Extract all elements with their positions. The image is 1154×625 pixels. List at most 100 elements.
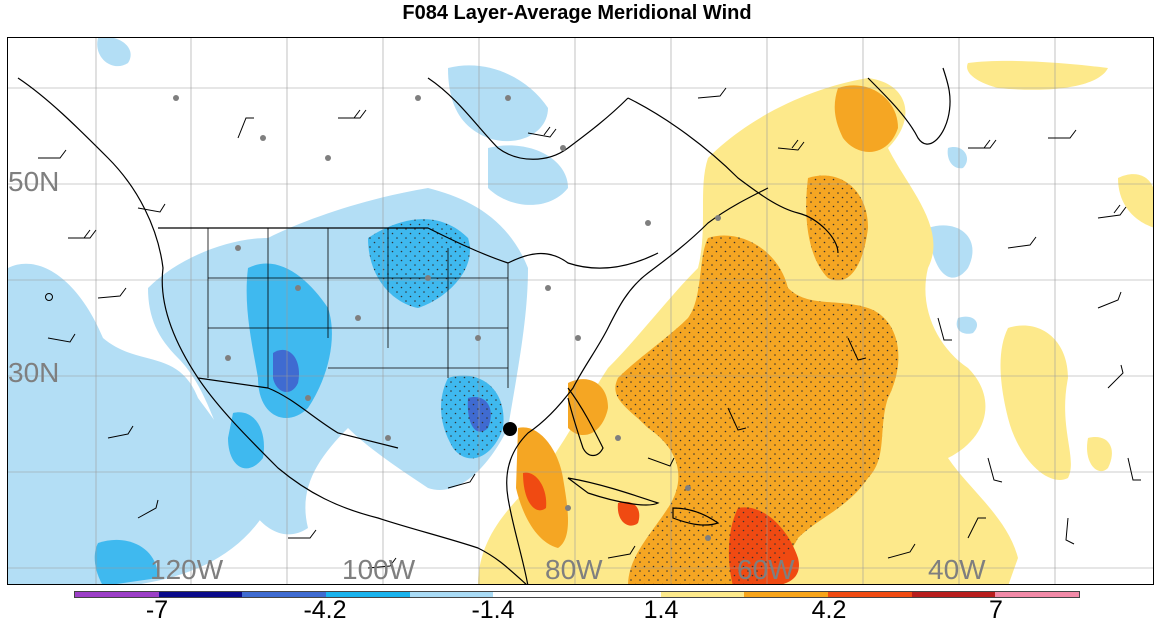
yellow-region (1118, 174, 1153, 228)
wind-barb (1007, 236, 1037, 249)
wind-barb (137, 203, 166, 213)
colorbar-tick: 1.4 (643, 596, 679, 624)
map-canvas (8, 38, 1153, 584)
wind-barb (1097, 204, 1127, 219)
yellow-region (1000, 325, 1071, 480)
hudson-bay-coast (427, 77, 629, 160)
station-dot (560, 145, 566, 151)
wind-barb (968, 139, 997, 149)
hispaniola (672, 507, 720, 526)
station-dot (545, 285, 551, 291)
wind-barb (47, 333, 76, 343)
station-dot (385, 435, 391, 441)
wind-barb (647, 457, 675, 467)
blue-region (94, 539, 158, 584)
red-orange-region (617, 501, 640, 526)
wind-barb (777, 139, 805, 151)
red-orange-region (523, 472, 547, 511)
station-dot (260, 135, 266, 141)
wind-barb (338, 109, 367, 119)
wind-barb (237, 117, 254, 139)
labrador-coast (627, 97, 839, 254)
lon-label-120w: 120W (150, 554, 224, 585)
station-dot (305, 395, 311, 401)
wind-barb (68, 229, 97, 239)
light-blue-region (947, 147, 968, 169)
colorbar-tick: -1.4 (471, 596, 515, 624)
station-dot (705, 535, 711, 541)
map-title: F084 Layer-Average Meridional Wind (402, 2, 752, 24)
station-dot (173, 95, 179, 101)
station-dot (575, 335, 581, 341)
lon-label-100w: 100W (342, 554, 416, 585)
wind-barb (38, 149, 67, 159)
station-dots (173, 95, 721, 541)
station-dot (505, 95, 511, 101)
state-borders (207, 228, 509, 388)
significance-stippling (368, 175, 899, 584)
station-dot (325, 155, 331, 161)
wind-barbs (38, 87, 1141, 569)
colorbar (74, 591, 1080, 598)
station-dot (235, 245, 241, 251)
stipple-area (368, 219, 470, 308)
lon-label-80w: 80W (545, 554, 603, 585)
colorbar-swatch (409, 592, 494, 597)
wind-barb (967, 517, 986, 539)
colorbar-swatch (75, 592, 159, 597)
wind-barb (1048, 129, 1077, 139)
meridional-wind-map (7, 37, 1154, 585)
wind-barb (697, 87, 727, 99)
coastlines-and-borders (17, 67, 951, 584)
station-dot (715, 215, 721, 221)
colorbar-swatch (660, 592, 745, 597)
colorbar-swatch (911, 592, 996, 597)
wind-barb (527, 126, 557, 138)
colorbar-swatch (744, 592, 829, 597)
wind-barb (937, 317, 952, 341)
wind-barb (847, 337, 867, 361)
colorbar-swatch (326, 592, 410, 597)
station-dot (615, 435, 621, 441)
wind-barb (288, 529, 317, 539)
wind-barb (1107, 364, 1124, 389)
station-dot (415, 95, 421, 101)
us-canada-border (158, 227, 659, 269)
wind-barb (97, 287, 127, 299)
wind-barb (137, 499, 159, 519)
light-blue-region (8, 263, 268, 584)
open-circle-marker (45, 293, 53, 301)
colorbar-swatch (493, 592, 578, 597)
wind-barb (727, 407, 747, 431)
wind-barb (887, 543, 916, 559)
colorbar-swatch (577, 592, 661, 597)
station-dot (355, 315, 361, 321)
wind-barb (987, 457, 1003, 483)
station-dot (475, 335, 481, 341)
yellow-region (967, 60, 1108, 90)
greenland-coast (867, 67, 951, 145)
station-dot (225, 355, 231, 361)
colorbar-tick: 4.2 (811, 596, 847, 624)
light-blue-region (97, 38, 131, 67)
colorbar-swatch (995, 592, 1080, 597)
stipple-area (615, 235, 899, 584)
colorbar-tick: 7 (989, 596, 1003, 624)
wind-barb (607, 545, 636, 559)
north-america-east-coast (506, 187, 769, 584)
us-mexico-border (197, 377, 399, 449)
light-blue-region (448, 65, 548, 142)
north-america-west-coast (17, 77, 527, 584)
light-blue-region (956, 316, 978, 334)
cuba (567, 477, 660, 506)
colorbar-tick: -4.2 (303, 596, 347, 624)
graticule (8, 38, 1153, 584)
station-dot (295, 285, 301, 291)
stipple-area (441, 375, 504, 459)
station-dot (645, 220, 651, 226)
lon-label-60w: 60W (737, 554, 795, 585)
station-dot (425, 275, 431, 281)
wind-barb (107, 425, 134, 439)
wind-barb (1127, 457, 1141, 481)
lon-label-40w: 40W (928, 554, 986, 585)
